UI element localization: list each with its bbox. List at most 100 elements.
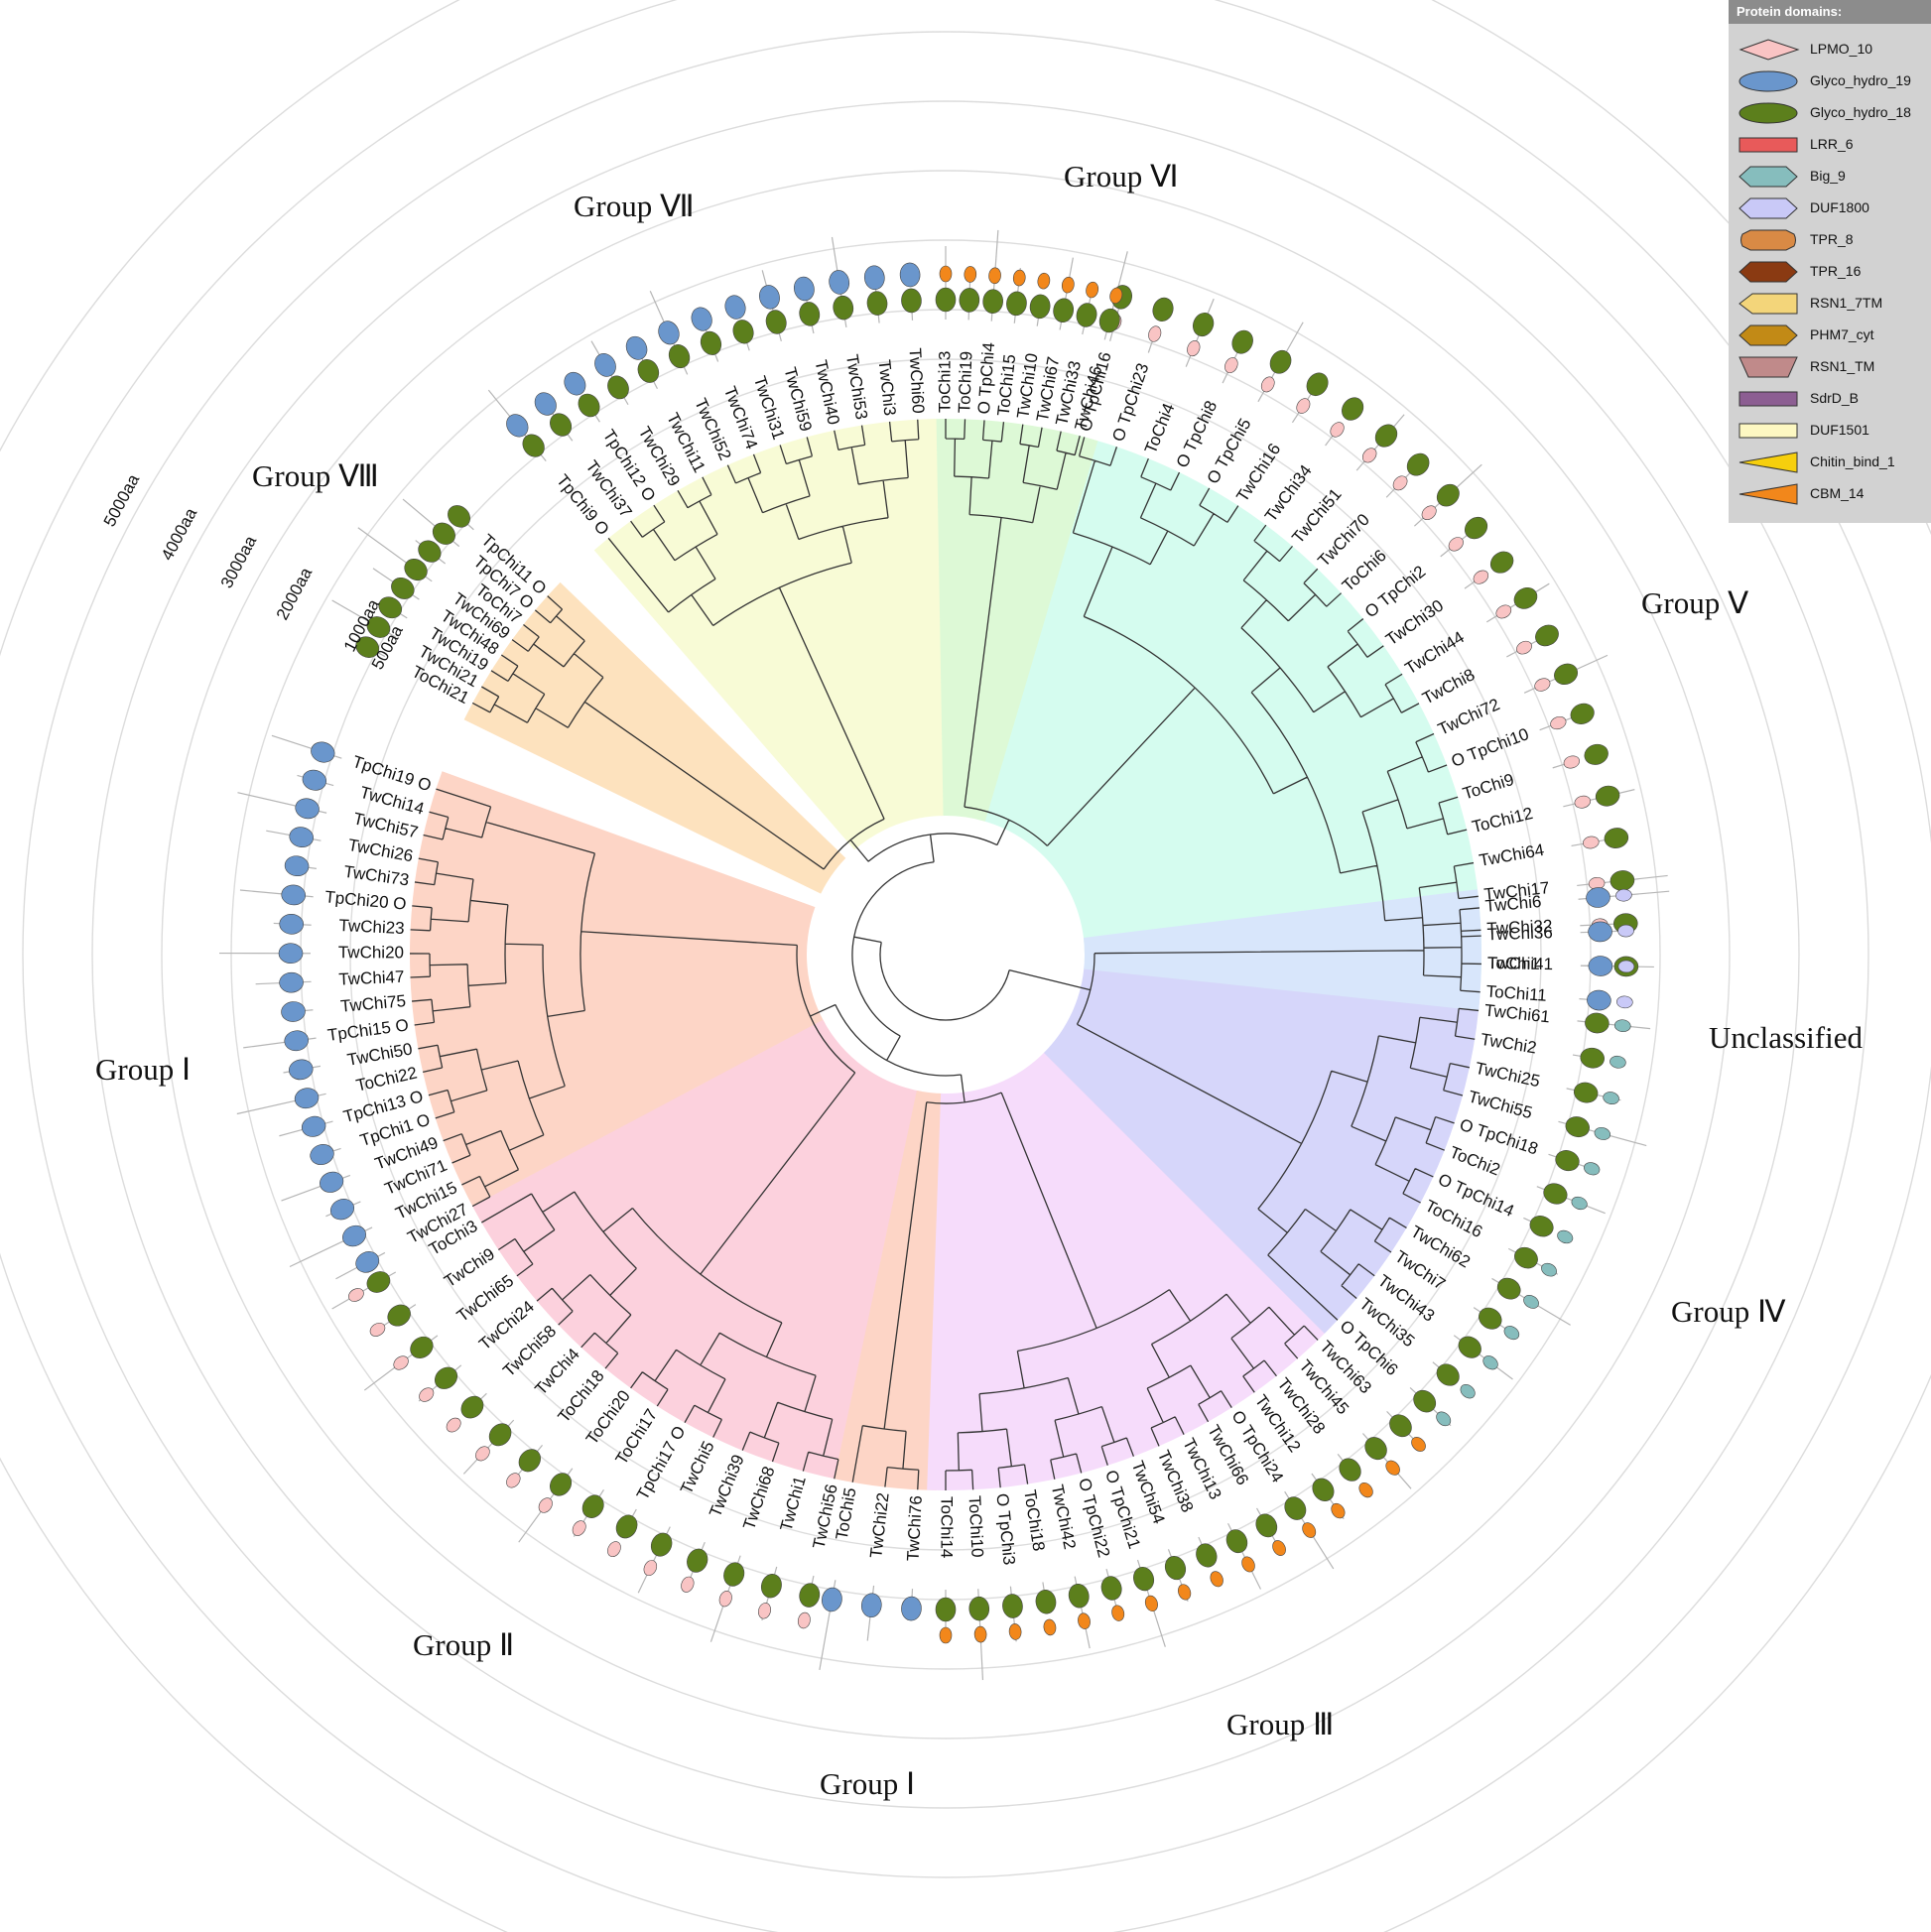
domain-lpmo-10 bbox=[1563, 755, 1580, 769]
domain-lpmo-10 bbox=[758, 1603, 771, 1619]
domain-cbm-14 bbox=[1008, 1623, 1022, 1640]
legend-label: PHM7_cyt bbox=[1810, 326, 1874, 342]
domain-glyco-hydro-18 bbox=[1100, 1576, 1122, 1601]
domain-glyco-hydro-18 bbox=[1406, 452, 1430, 476]
domain-marks bbox=[278, 262, 1639, 1644]
group-label-ii: Group Ⅱ bbox=[413, 1627, 514, 1662]
scale-ring bbox=[91, 100, 1800, 1809]
domain-duf1800 bbox=[1617, 924, 1634, 938]
domain-glyco-hydro-18 bbox=[607, 375, 629, 400]
domain-glyco-hydro-18 bbox=[1255, 1513, 1278, 1538]
domain-big-9 bbox=[1541, 1262, 1557, 1277]
domain-glyco-hydro-19 bbox=[310, 1144, 334, 1166]
domain-glyco-hydro-18 bbox=[1068, 1583, 1090, 1609]
leaf-label-twchi23: TwChi23 bbox=[338, 916, 405, 938]
domain-glyco-hydro-19 bbox=[564, 371, 586, 396]
domain-big-9 bbox=[1460, 1383, 1476, 1399]
domain-duf1800 bbox=[1615, 888, 1632, 902]
legend-item-sdrd-b: SdrD_B bbox=[1729, 383, 1931, 415]
group-label-i-b: Group Ⅰ bbox=[820, 1766, 915, 1801]
domain-glyco-hydro-18 bbox=[1496, 1277, 1521, 1300]
domain-glyco-hydro-18 bbox=[1543, 1183, 1568, 1205]
domain-glyco-hydro-18 bbox=[366, 1271, 391, 1293]
leaf-label-twchi26: TwChi26 bbox=[346, 836, 414, 866]
legend-swatch-tpr-8 bbox=[1740, 229, 1796, 251]
domain-glyco-hydro-18 bbox=[901, 288, 922, 314]
domain-glyco-hydro-18 bbox=[1554, 663, 1579, 686]
domain-lpmo-10 bbox=[1473, 570, 1489, 584]
scale-label-4000: 4000aa bbox=[158, 504, 201, 563]
scale-label-3000: 3000aa bbox=[217, 532, 261, 590]
legend-label: Big_9 bbox=[1810, 168, 1846, 184]
legend-label: DUF1800 bbox=[1810, 199, 1869, 215]
domain-glyco-hydro-18 bbox=[1609, 870, 1635, 891]
domain-cbm-14 bbox=[1358, 1481, 1373, 1498]
domain-lpmo-10 bbox=[607, 1541, 621, 1558]
legend-item-glyco-hydro-18: Glyco_hydro_18 bbox=[1729, 97, 1931, 129]
legend-label: TPR_16 bbox=[1810, 263, 1862, 279]
domain-glyco-hydro-18 bbox=[1164, 1555, 1187, 1581]
domain-glyco-hydro-18 bbox=[982, 289, 1003, 315]
leaf-label-twchi5: TwChi5 bbox=[677, 1438, 718, 1496]
domain-big-9 bbox=[1594, 1126, 1611, 1140]
leaf-label-twchi47: TwChi47 bbox=[338, 967, 405, 989]
domain-lpmo-10 bbox=[1296, 398, 1311, 414]
domain-glyco-hydro-18 bbox=[1535, 624, 1559, 647]
leaf-label-twchi60: TwChi60 bbox=[905, 347, 927, 414]
domain-glyco-hydro-18 bbox=[1193, 312, 1215, 337]
domain-glyco-hydro-19 bbox=[278, 943, 304, 965]
domain-cbm-14 bbox=[1210, 1571, 1223, 1588]
domain-glyco-hydro-18 bbox=[1580, 1047, 1605, 1069]
domain-glyco-hydro-19 bbox=[1588, 956, 1613, 976]
domain-lpmo-10 bbox=[1187, 340, 1201, 357]
domain-glyco-hydro-18 bbox=[355, 636, 380, 658]
domain-lpmo-10 bbox=[1224, 357, 1238, 374]
domain-cbm-14 bbox=[1012, 269, 1026, 287]
domain-glyco-hydro-19 bbox=[759, 285, 780, 310]
legend-swatch-cbm-14 bbox=[1738, 483, 1798, 505]
domain-glyco-hydro-18 bbox=[833, 295, 854, 321]
scale-ring bbox=[161, 170, 1731, 1739]
domain-glyco-hydro-18 bbox=[1514, 1246, 1538, 1269]
domain-duf1800 bbox=[1616, 995, 1633, 1009]
domain-glyco-hydro-18 bbox=[1436, 483, 1460, 507]
domain-glyco-hydro-19 bbox=[1586, 887, 1610, 908]
sector-group-i bbox=[409, 771, 826, 1223]
branch-paths bbox=[409, 419, 1481, 1490]
legend-item-duf1800: DUF1800 bbox=[1729, 193, 1931, 224]
domain-lpmo-10 bbox=[681, 1576, 695, 1593]
domain-glyco-hydro-19 bbox=[294, 1088, 320, 1109]
sector-group-vi bbox=[927, 419, 1098, 822]
domain-glyco-hydro-18 bbox=[650, 1532, 673, 1557]
scale-ring bbox=[349, 358, 1542, 1551]
domain-glyco-hydro-19 bbox=[284, 855, 310, 877]
domain-cbm-14 bbox=[964, 266, 977, 283]
domain-glyco-hydro-18 bbox=[391, 577, 415, 599]
leaf-label-twchi64: TwChi64 bbox=[1478, 840, 1545, 870]
domain-glyco-hydro-18 bbox=[1479, 1307, 1502, 1330]
domain-big-9 bbox=[1523, 1295, 1539, 1309]
legend-label: LPMO_10 bbox=[1810, 41, 1873, 57]
domain-glyco-hydro-18 bbox=[1312, 1478, 1335, 1501]
leaf-label-twchi73: TwChi73 bbox=[342, 862, 410, 890]
domain-glyco-hydro-19 bbox=[724, 295, 746, 320]
domain-glyco-hydro-18 bbox=[1458, 1336, 1481, 1358]
domain-glyco-hydro-18 bbox=[765, 310, 787, 334]
domain-glyco-hydro-18 bbox=[1225, 1529, 1248, 1554]
domain-cbm-14 bbox=[973, 1625, 987, 1643]
leaf-label-o-tpchi3: O TpChi3 bbox=[992, 1492, 1018, 1566]
domain-lpmo-10 bbox=[1421, 505, 1437, 520]
domain-glyco-hydro-18 bbox=[1002, 1594, 1023, 1618]
domain-glyco-hydro-18 bbox=[687, 1548, 708, 1573]
leaf-label-twchi53: TwChi53 bbox=[842, 353, 871, 421]
leaf-label-twchi3: TwChi3 bbox=[875, 359, 900, 417]
domain-lpmo-10 bbox=[1260, 376, 1275, 393]
sector-group-u bbox=[1083, 889, 1481, 1011]
domain-glyco-hydro-18 bbox=[1006, 291, 1027, 317]
leaf-label-twchi68: TwChi68 bbox=[739, 1464, 778, 1532]
sector-group-ii bbox=[472, 1019, 922, 1482]
domain-cbm-14 bbox=[939, 1626, 953, 1644]
domain-lpmo-10 bbox=[538, 1497, 553, 1513]
domain-big-9 bbox=[1503, 1326, 1520, 1341]
domain-glyco-hydro-18 bbox=[1152, 297, 1174, 322]
